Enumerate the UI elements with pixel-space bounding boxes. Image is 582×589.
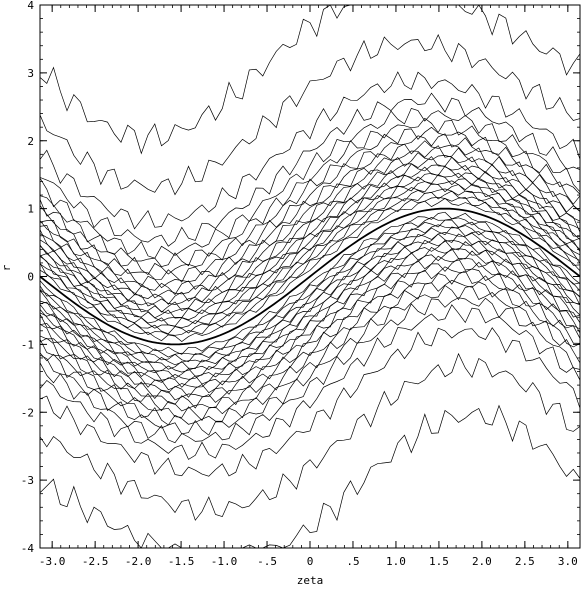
x-tick-label: -.5	[257, 555, 277, 568]
x-tick-label: .5	[346, 555, 359, 568]
y-tick-label: 1	[27, 203, 34, 216]
sine-curve-overlay	[39, 207, 581, 346]
x-tick-label: -2.5	[82, 555, 109, 568]
contour-line	[39, 156, 581, 305]
contour-line	[39, 217, 581, 358]
contour-line	[39, 188, 581, 329]
y-tick-label: -3	[21, 474, 34, 487]
contour-line	[39, 270, 581, 421]
contour-line	[39, 226, 581, 370]
contour-line	[39, 117, 581, 267]
contour-line	[39, 152, 581, 299]
y-tick-label: 4	[27, 0, 34, 12]
contour-line	[39, 239, 581, 381]
x-tick-label: 1.0	[386, 555, 406, 568]
x-tick-label: 3.0	[558, 555, 578, 568]
contour-line	[39, 4, 581, 155]
x-tick-label: -2.0	[125, 555, 152, 568]
contour-line	[39, 284, 581, 436]
y-tick-label: 3	[27, 67, 34, 80]
contour-line	[39, 219, 581, 363]
contour-line	[39, 224, 581, 366]
contour-line	[39, 92, 581, 247]
contour-line	[39, 232, 581, 373]
contour-line	[39, 211, 581, 355]
x-tick-label: 2.5	[515, 555, 535, 568]
contour-line	[39, 266, 581, 412]
contour-line	[39, 196, 581, 336]
x-axis-ticks: -3.0 -2.5 -2.0 -1.5 -1.0 -.5 0 .5 1.0 1.5 2.0 2.5 3.…	[39, 5, 578, 568]
y-axis-title: r	[0, 264, 13, 271]
contour-line	[39, 257, 581, 409]
y-tick-label: 0	[27, 271, 34, 284]
x-tick-label: -1.0	[211, 555, 238, 568]
contour-line	[39, 180, 581, 322]
contour-line	[39, 140, 581, 289]
contour-line	[39, 404, 581, 549]
contour-line	[39, 71, 581, 230]
contour-line	[39, 33, 581, 196]
contour-line	[39, 197, 581, 342]
y-axis-ticks: -4 -3 -2 -1 0 1 2 3 4	[21, 0, 580, 555]
x-tick-label: -1.5	[168, 555, 195, 568]
x-tick-label: 1.5	[429, 555, 449, 568]
x-axis-title: zeta	[297, 574, 324, 587]
contour-line	[39, 133, 581, 283]
contour-line	[39, 297, 581, 444]
contour-line	[39, 246, 581, 391]
contour-line	[39, 255, 581, 401]
contour-lines	[39, 4, 581, 549]
contour-line	[39, 233, 581, 379]
contour-line	[39, 352, 581, 521]
contour-line	[39, 304, 581, 460]
y-tick-label: 2	[27, 135, 34, 148]
contour-line	[39, 183, 581, 327]
contour-line	[39, 327, 581, 477]
sine-curve	[39, 207, 581, 346]
x-tick-label: -3.0	[39, 555, 66, 568]
contour-line	[39, 126, 581, 276]
contour-line	[39, 279, 581, 426]
contour-line	[39, 107, 581, 259]
y-tick-label: -4	[21, 542, 35, 555]
x-tick-label: 2.0	[472, 555, 492, 568]
contour-line	[39, 165, 581, 313]
x-tick-label: 0	[307, 555, 314, 568]
y-tick-label: -1	[21, 338, 34, 351]
contour-line	[39, 190, 581, 335]
y-tick-label: -2	[21, 406, 34, 419]
